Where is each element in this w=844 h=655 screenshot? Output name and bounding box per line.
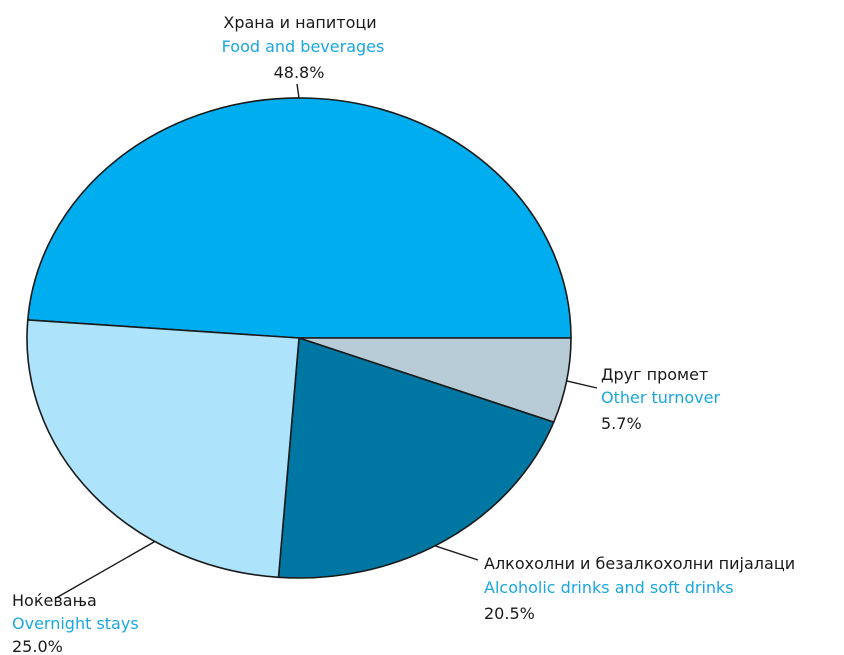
slice-value-label: 25.0% — [12, 637, 63, 655]
leader-overnight-stays — [55, 540, 156, 599]
slice-label-mk: Ноќевања — [12, 591, 97, 610]
slice-label-en: Other turnover — [601, 388, 720, 407]
slice-value-label: 48.8% — [274, 63, 325, 82]
slice-label-en: Food and beverages — [222, 37, 385, 56]
slice-label-en: Alcoholic drinks and soft drinks — [484, 578, 734, 597]
slice-value-label: 20.5% — [484, 604, 535, 623]
slice-value-label: 5.7% — [601, 414, 642, 433]
leader-food-and-beverages — [296, 83, 300, 99]
pie-slices — [26, 97, 572, 579]
slice-alcoholic-drinks — [277, 337, 555, 579]
leader-alcoholic-drinks — [434, 545, 479, 561]
label-overnight-stays: Ноќевања Overnight stays 25.0% — [12, 591, 139, 655]
slice-food-and-beverages — [26, 97, 572, 339]
label-other-turnover: Друг промет Other turnover 5.7% — [601, 365, 720, 433]
slice-label-mk: Друг промет — [601, 365, 708, 384]
label-alcoholic-drinks: Алкохолни и безалкохолни пијалаци Alcoho… — [484, 554, 795, 623]
leader-lines — [55, 83, 598, 599]
slice-overnight-stays — [26, 319, 300, 579]
slice-label-mk: Алкохолни и безалкохолни пијалаци — [484, 554, 795, 573]
label-food-and-beverages: Храна и напитоци Food and beverages 48.8… — [222, 13, 385, 82]
slice-label-mk: Храна и напитоци — [223, 13, 376, 32]
slice-label-en: Overnight stays — [12, 614, 139, 633]
leader-other-turnover — [566, 380, 598, 389]
